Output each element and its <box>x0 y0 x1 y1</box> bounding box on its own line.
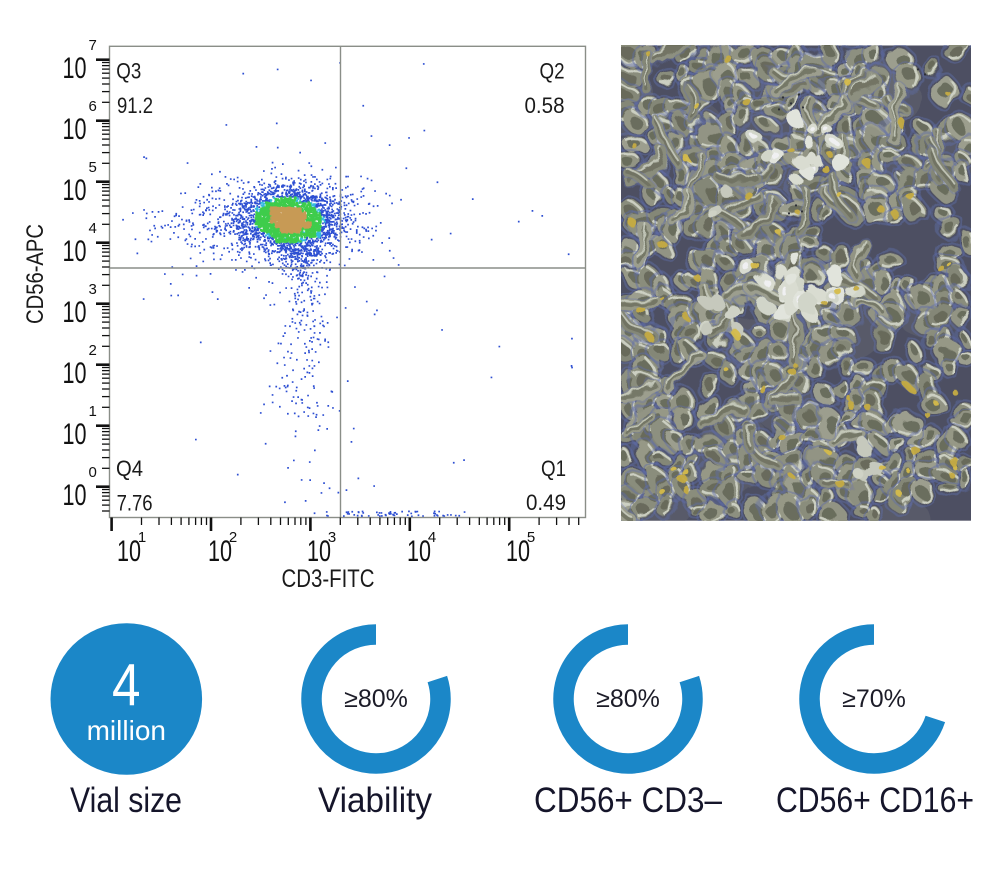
svg-text:10: 10 <box>63 235 87 268</box>
svg-text:10: 10 <box>63 113 87 146</box>
svg-text:5: 5 <box>527 529 535 546</box>
svg-text:10: 10 <box>307 535 331 568</box>
svg-text:CD56+ CD16+: CD56+ CD16+ <box>776 781 974 820</box>
svg-text:2: 2 <box>89 342 97 359</box>
svg-text:≥80%: ≥80% <box>344 685 408 713</box>
svg-text:Q3: Q3 <box>116 59 141 84</box>
svg-text:CD3-FITC: CD3-FITC <box>282 565 375 593</box>
svg-text:7: 7 <box>89 37 97 54</box>
svg-text:CD56-APC: CD56-APC <box>22 224 49 324</box>
svg-text:0.49: 0.49 <box>526 490 566 515</box>
svg-text:4: 4 <box>112 653 141 719</box>
svg-text:≥70%: ≥70% <box>842 685 906 713</box>
svg-text:6: 6 <box>89 98 97 115</box>
svg-text:10: 10 <box>63 479 87 512</box>
svg-text:3: 3 <box>328 529 336 546</box>
svg-text:10: 10 <box>63 52 87 85</box>
svg-text:≥80%: ≥80% <box>596 685 660 713</box>
svg-text:million: million <box>87 715 166 746</box>
svg-text:5: 5 <box>89 159 97 176</box>
svg-text:Viability: Viability <box>318 781 432 820</box>
svg-text:10: 10 <box>63 418 87 451</box>
svg-text:10: 10 <box>407 535 431 568</box>
svg-text:Vial size: Vial size <box>70 781 182 820</box>
svg-text:Q2: Q2 <box>540 59 565 84</box>
svg-text:4: 4 <box>89 220 97 237</box>
svg-text:1: 1 <box>89 403 97 420</box>
svg-text:3: 3 <box>89 281 97 298</box>
svg-text:10: 10 <box>117 535 141 568</box>
svg-text:10: 10 <box>63 357 87 390</box>
svg-text:1: 1 <box>138 529 146 546</box>
svg-text:Q1: Q1 <box>541 456 566 481</box>
svg-text:4: 4 <box>428 529 436 546</box>
svg-text:Q4: Q4 <box>116 456 143 481</box>
svg-text:CD56+ CD3–: CD56+ CD3– <box>534 781 722 820</box>
svg-text:7.76: 7.76 <box>117 491 153 516</box>
svg-text:0.58: 0.58 <box>525 93 565 118</box>
svg-text:91.2: 91.2 <box>117 93 153 118</box>
svg-text:2: 2 <box>229 529 237 546</box>
svg-text:10: 10 <box>63 296 87 329</box>
svg-text:0: 0 <box>89 464 97 481</box>
svg-text:10: 10 <box>63 174 87 207</box>
svg-text:10: 10 <box>506 535 530 568</box>
svg-text:10: 10 <box>208 535 232 568</box>
